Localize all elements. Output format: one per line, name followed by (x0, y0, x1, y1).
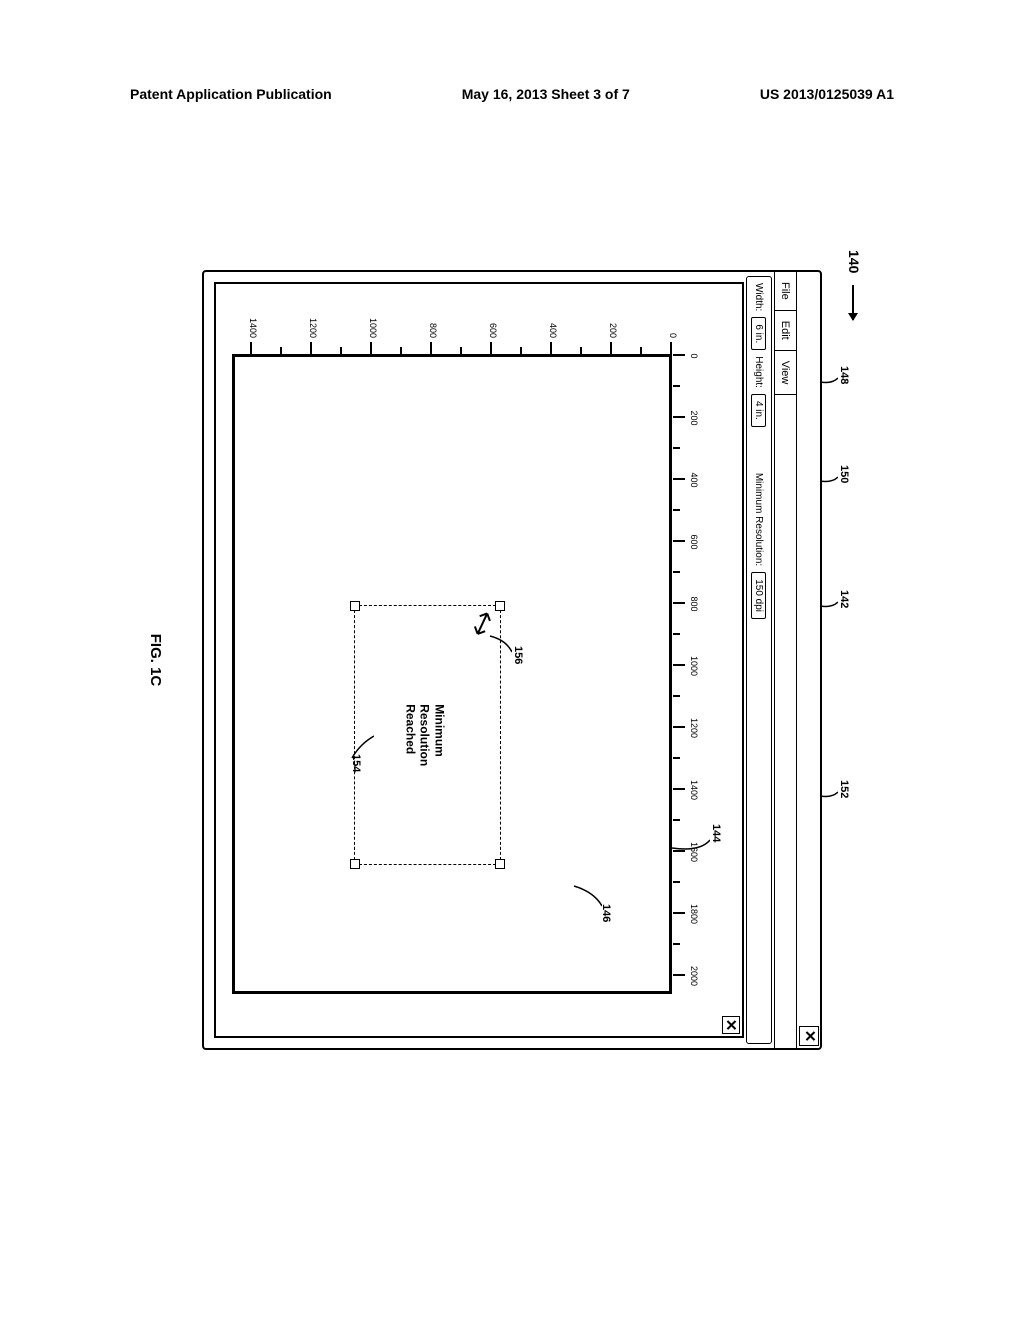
figure-label: FIG. 1C (147, 634, 164, 687)
figure-1c: 140 148 150 142 152 ✕ File Edit View Wid… (202, 270, 822, 1050)
height-label: Height: (754, 356, 765, 388)
app-window: ✕ File Edit View Width: 6 in. Height: 4 … (202, 270, 822, 1050)
y-tick-minor (521, 314, 522, 354)
selection-message: Minimum Resolution Reached (403, 704, 446, 766)
y-tick-minor (581, 314, 582, 354)
resize-handle-br[interactable] (350, 859, 360, 869)
width-label: Width: (754, 283, 765, 311)
resize-handle-bl[interactable] (350, 601, 360, 611)
ref-148: 148 (838, 366, 850, 384)
x-ruler: 0200400600800100012001400160018002000 (672, 354, 697, 994)
y-tick: 1200 (311, 314, 312, 354)
ref-150: 150 (838, 465, 850, 483)
height-value[interactable]: 4 in. (752, 394, 767, 427)
y-ruler: 0 200 400 600 800 1000 1200 1400 (232, 314, 672, 354)
y-tick: 1400 (251, 314, 252, 354)
selection-box[interactable]: Minimum Resolution Reached 156 (354, 605, 501, 865)
y-tick-minor (641, 314, 642, 354)
properties-bar: Width: 6 in. Height: 4 in. Minimum Resol… (746, 276, 772, 1044)
header-left: Patent Application Publication (130, 86, 332, 102)
titlebar: ✕ (796, 272, 820, 1048)
minres-label: Minimum Resolution: (754, 473, 765, 566)
leader-156 (488, 634, 512, 656)
header-center: May 16, 2013 Sheet 3 of 7 (462, 86, 630, 102)
menubar: File Edit View (774, 272, 796, 1048)
ref-140-arrow (853, 285, 855, 320)
header-right: US 2013/0125039 A1 (760, 86, 894, 102)
window-close-button[interactable]: ✕ (799, 1026, 819, 1046)
width-value[interactable]: 6 in. (752, 317, 767, 350)
ref-152: 152 (838, 780, 850, 798)
stage-panel: ✕ 144 146 020040060080010001200140016001… (214, 282, 744, 1038)
y-tick: 1000 (371, 314, 372, 354)
leader-154 (348, 734, 374, 762)
resize-handle-tl[interactable] (495, 601, 505, 611)
y-tick: 400 (551, 314, 552, 354)
y-tick: 800 (431, 314, 432, 354)
ref-156: 156 (512, 646, 524, 664)
resize-handle-tr[interactable] (495, 859, 505, 869)
menu-view[interactable]: View (775, 351, 796, 396)
ref-142: 142 (838, 590, 850, 608)
panel-close-button[interactable]: ✕ (722, 1016, 740, 1034)
y-tick-minor (341, 314, 342, 354)
y-tick: 200 (611, 314, 612, 354)
menu-edit[interactable]: Edit (775, 311, 796, 351)
y-tick: 0 (671, 314, 672, 354)
ref-144: 144 (710, 824, 722, 842)
y-tick: 600 (491, 314, 492, 354)
y-tick-minor (461, 314, 462, 354)
y-tick-minor (401, 314, 402, 354)
ref-140: 140 (846, 250, 862, 273)
image-canvas[interactable]: Minimum Resolution Reached 156 (232, 354, 672, 994)
minres-value[interactable]: 150 dpi (752, 572, 767, 619)
menu-file[interactable]: File (775, 272, 796, 311)
y-tick-minor (281, 314, 282, 354)
